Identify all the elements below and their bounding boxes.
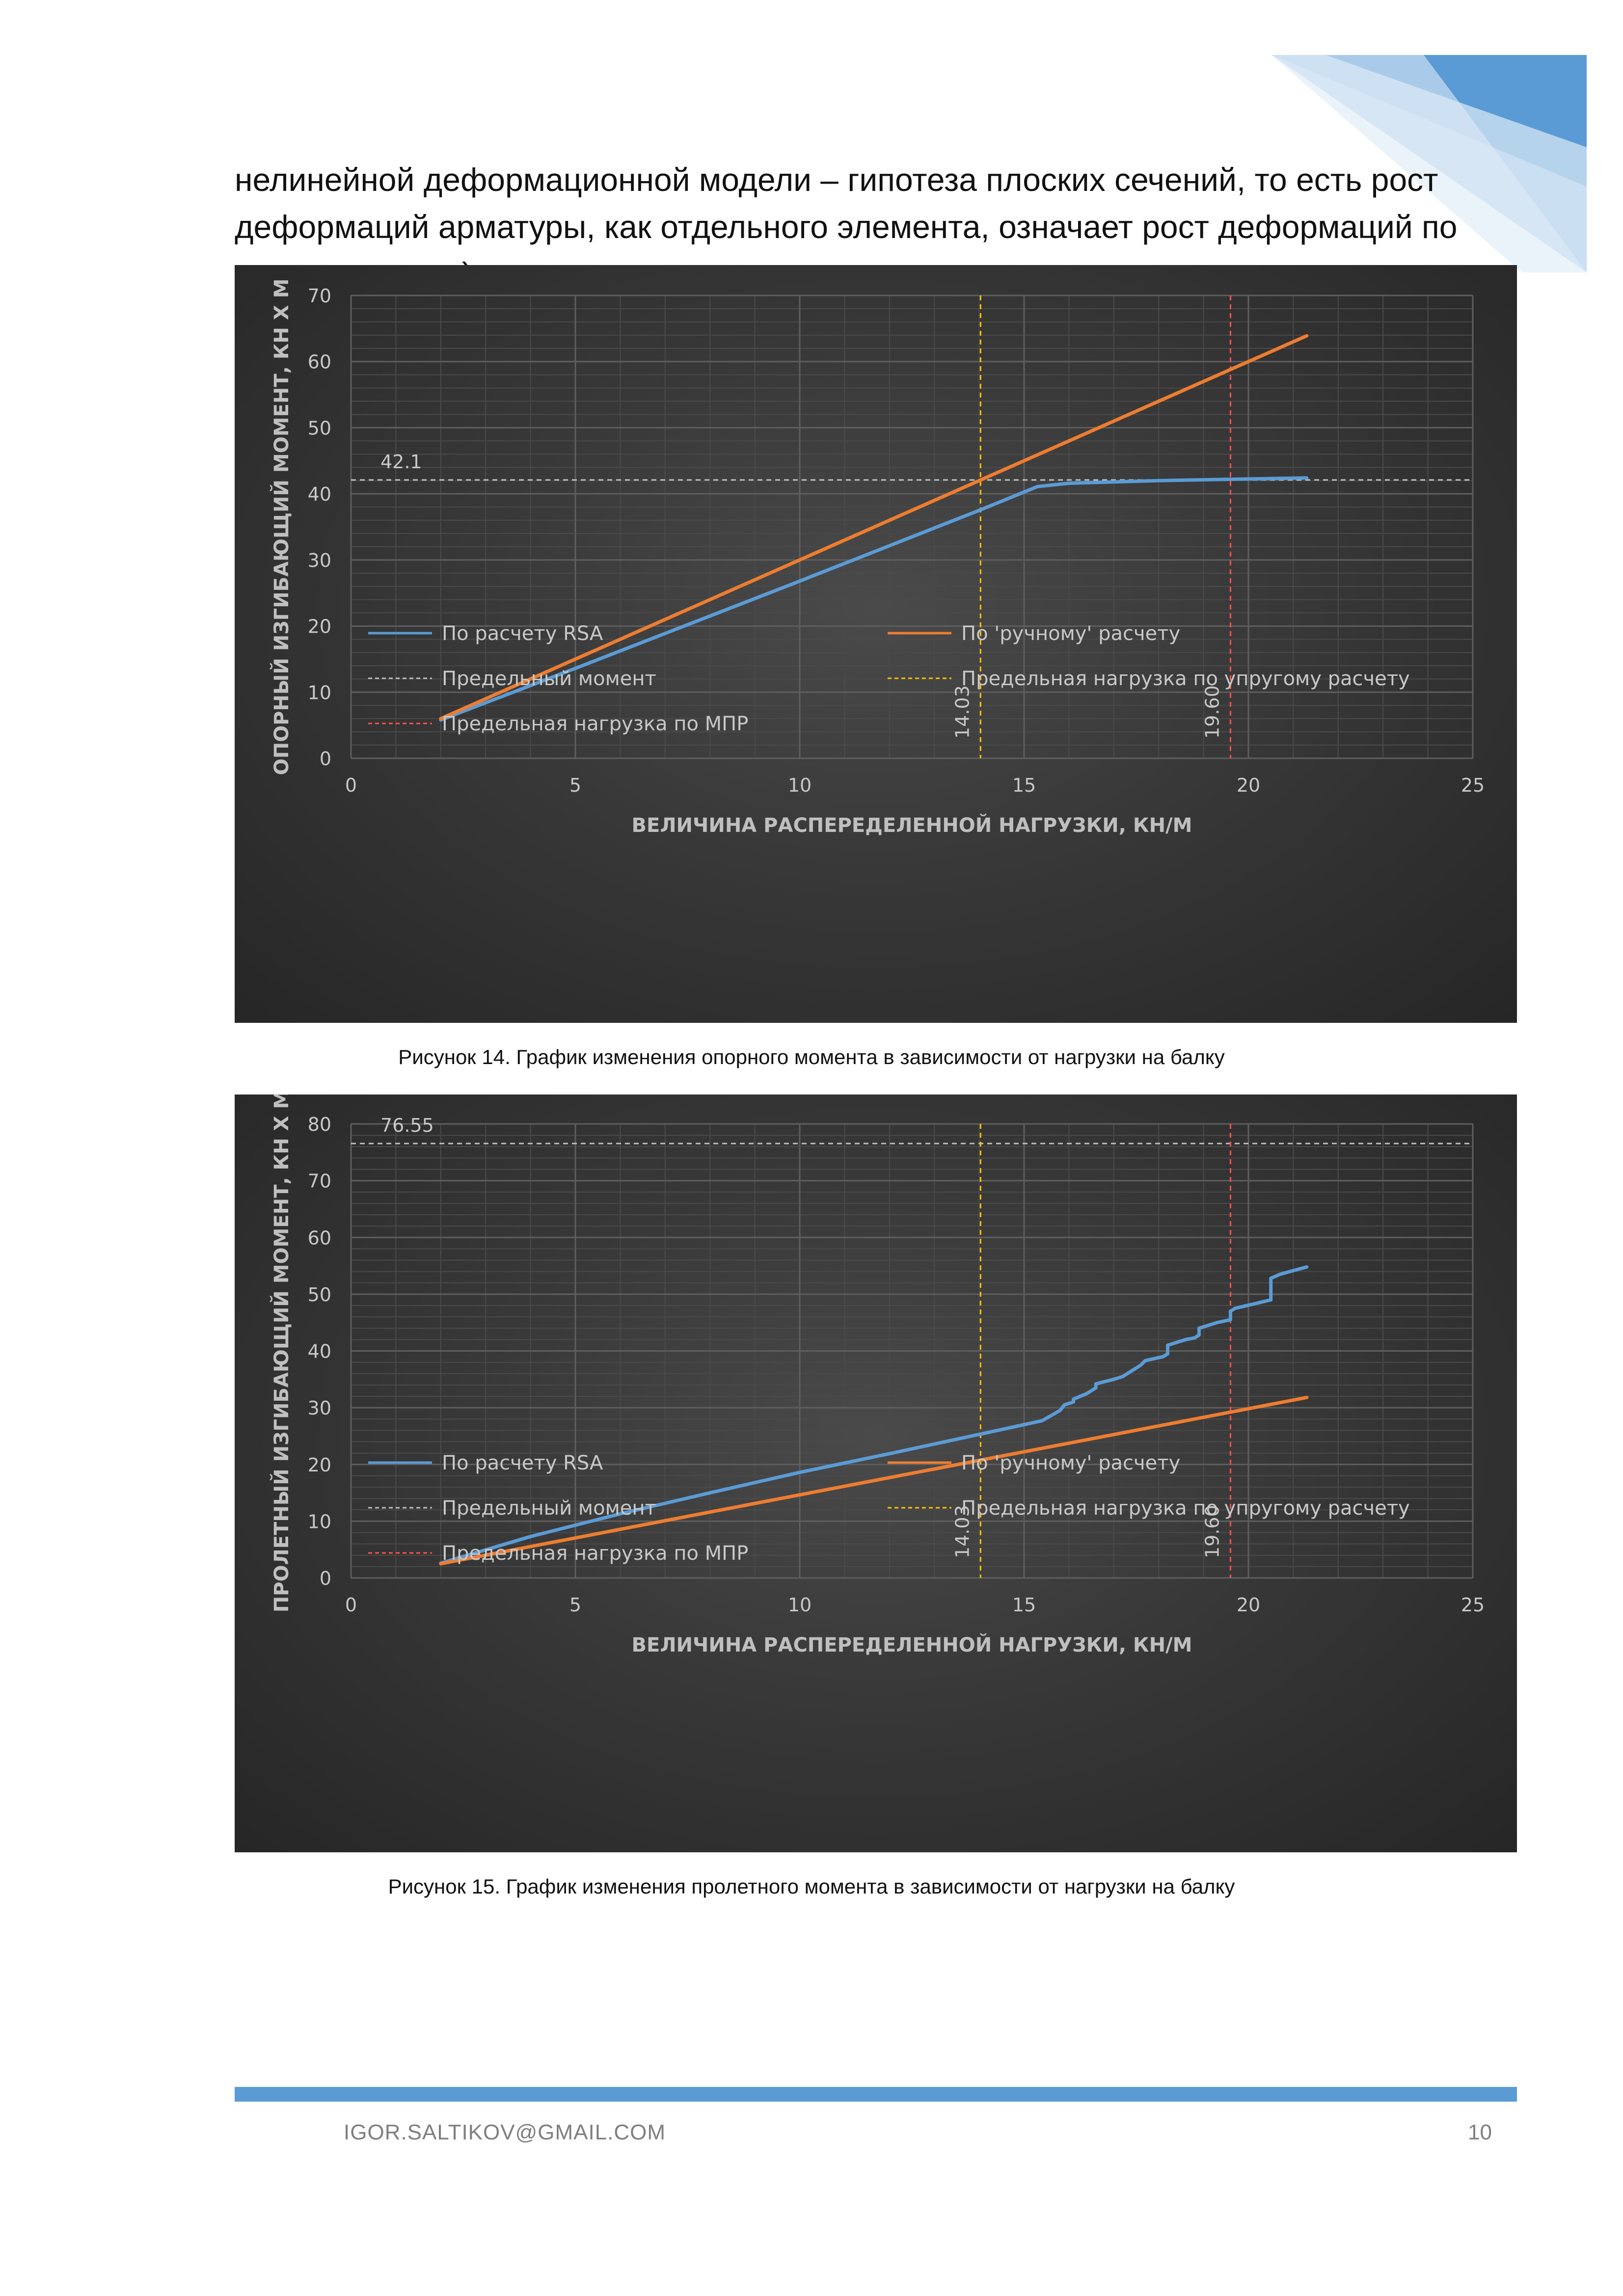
footer-bar xyxy=(235,2087,1517,2102)
x-tick-label: 15 xyxy=(1012,774,1036,796)
x-tick-label: 10 xyxy=(788,774,812,796)
x-tick-label: 5 xyxy=(569,774,581,796)
corner-triangle-highlight xyxy=(1271,55,1587,272)
y-tick-label: 70 xyxy=(308,1171,331,1192)
legend-label: Предельный момент xyxy=(442,667,656,690)
y-axis-title: ОПОРНЫЙ ИЗГИБАЮЩИЙ МОМЕНТ, КН Х М xyxy=(270,279,293,775)
chart-support-moment-svg: 0 5 10 15 20 25 0 10 20 30 40 50 60 70 ВЕЛИЧИНА РАСПЕР… xyxy=(270,279,1485,837)
y-tick-label: 0 xyxy=(320,748,331,770)
footer-email: IGOR.SALTIKOV@GMAIL.COM xyxy=(344,2120,666,2144)
x-axis-title: ВЕЛИЧИНА РАСПЕРЕДЕЛЕННОЙ НАГРУЗКИ, КН/М xyxy=(632,813,1192,837)
x-tick-label: 20 xyxy=(1237,1594,1260,1616)
legend-label: Предельная нагрузка по упругому расчету xyxy=(961,667,1410,690)
chart-span-moment: 0 5 10 15 20 25 0 10 20 30 40 50 60 70 80 ВЕЛИЧИНА РАСП… xyxy=(235,1095,1517,1852)
x-tick-label: 20 xyxy=(1237,774,1260,796)
legend-label: По 'ручному' расчету xyxy=(961,1452,1180,1474)
y-tick-label: 10 xyxy=(308,1511,331,1532)
y-tick-label: 40 xyxy=(308,1341,331,1362)
series-line-manual xyxy=(439,334,1309,721)
y-tick-label: 20 xyxy=(308,1454,331,1476)
reference-label-vertical: 14.03 xyxy=(951,685,973,739)
legend-label: Предельный момент xyxy=(442,1497,656,1520)
legend-label: Предельная нагрузка по МПР xyxy=(442,713,748,735)
y-tick-label: 40 xyxy=(308,483,331,505)
reference-label-vertical: 19.60 xyxy=(1201,1505,1223,1558)
legend-label: Предельная нагрузка по МПР xyxy=(442,1542,748,1565)
reference-label-vertical: 19.60 xyxy=(1201,685,1223,739)
reference-label-horizontal: 42.1 xyxy=(380,451,422,473)
y-tick-label: 10 xyxy=(308,682,331,703)
x-tick-label: 25 xyxy=(1461,1594,1485,1616)
y-tick-label: 30 xyxy=(308,1397,331,1419)
y-tick-label: 80 xyxy=(308,1114,331,1135)
y-tick-label: 50 xyxy=(308,417,331,439)
y-tick-label: 50 xyxy=(308,1284,331,1306)
series-line-manual xyxy=(439,1395,1309,1566)
y-tick-label: 30 xyxy=(308,550,331,571)
y-tick-label: 20 xyxy=(308,616,331,638)
legend-label: По расчету RSA xyxy=(442,1452,603,1474)
legend-label: Предельная нагрузка по упругому расчету xyxy=(961,1497,1410,1520)
chart-span-moment-svg: 0 5 10 15 20 25 0 10 20 30 40 50 60 70 80 ВЕЛИЧИНА РАСП… xyxy=(270,1095,1485,1656)
x-tick-label: 10 xyxy=(788,1594,812,1616)
figure-caption-14: Рисунок 14. График изменения опорного мо… xyxy=(398,1045,1225,1068)
y-axis-title: ПРОЛЕТНЫЙ ИЗГИБАЮЩИЙ МОМЕНТ, КН Х М xyxy=(270,1095,293,1612)
chart-support-moment: 0 5 10 15 20 25 0 10 20 30 40 50 60 70 ВЕЛИЧИНА РАСПЕР… xyxy=(235,265,1517,1023)
x-tick-label: 0 xyxy=(345,1594,357,1616)
series-line-rsa xyxy=(439,1265,1309,1565)
x-tick-label: 5 xyxy=(569,1594,581,1616)
legend-label: По 'ручному' расчету xyxy=(961,622,1180,645)
y-tick-label: 60 xyxy=(308,1227,331,1249)
y-tick-label: 0 xyxy=(320,1568,331,1589)
reference-label-horizontal: 76.55 xyxy=(380,1115,434,1136)
x-tick-label: 25 xyxy=(1461,774,1485,796)
series-line-rsa xyxy=(439,476,1309,722)
x-tick-label: 0 xyxy=(345,774,357,796)
y-tick-label: 60 xyxy=(308,351,331,373)
legend-label: По расчету RSA xyxy=(442,622,603,645)
y-tick-label: 70 xyxy=(308,285,331,307)
figure-caption-15: Рисунок 15. График изменения пролетного … xyxy=(388,1875,1235,1898)
corner-decoration xyxy=(1271,55,1587,272)
x-tick-label: 15 xyxy=(1012,1594,1036,1616)
x-axis-title: ВЕЛИЧИНА РАСПЕРЕДЕЛЕННОЙ НАГРУЗКИ, КН/М xyxy=(632,1633,1192,1656)
reference-label-vertical: 14.03 xyxy=(951,1505,973,1558)
page-number: 10 xyxy=(1468,2120,1492,2144)
